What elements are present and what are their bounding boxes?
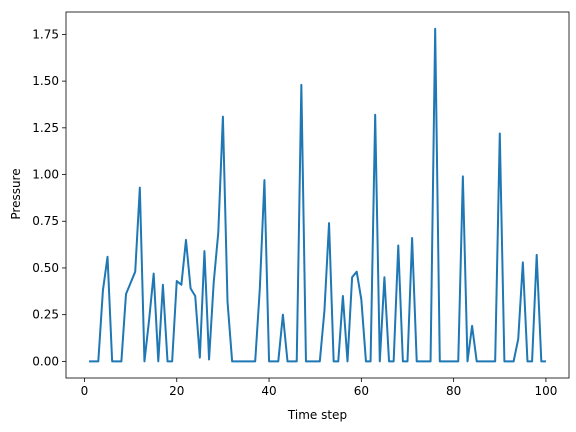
x-tick-label: 80	[446, 384, 461, 398]
y-tick-label: 1.75	[32, 27, 59, 41]
y-tick-label: 0.50	[32, 261, 59, 275]
y-tick-label: 0.00	[32, 354, 59, 368]
x-tick-label: 20	[169, 384, 184, 398]
y-tick-label: 0.25	[32, 308, 59, 322]
x-tick-label: 40	[261, 384, 276, 398]
x-tick-label: 0	[81, 384, 89, 398]
y-axis-label: Pressure	[9, 168, 23, 219]
y-tick-label: 1.50	[32, 74, 59, 88]
x-axis-label: Time step	[287, 408, 347, 422]
y-tick-label: 0.75	[32, 214, 59, 228]
y-tick-label: 1.25	[32, 121, 59, 135]
x-tick-label: 100	[534, 384, 557, 398]
plot-area: 0 20 40 60 80 100 0.00 0.25 0.50 0.75 1.00 1.25 1.50…	[32, 11, 570, 398]
series-line-0	[89, 27, 546, 363]
plot-frame	[65, 11, 570, 379]
y-tick-label: 1.00	[32, 168, 59, 182]
x-tick-label: 60	[354, 384, 369, 398]
